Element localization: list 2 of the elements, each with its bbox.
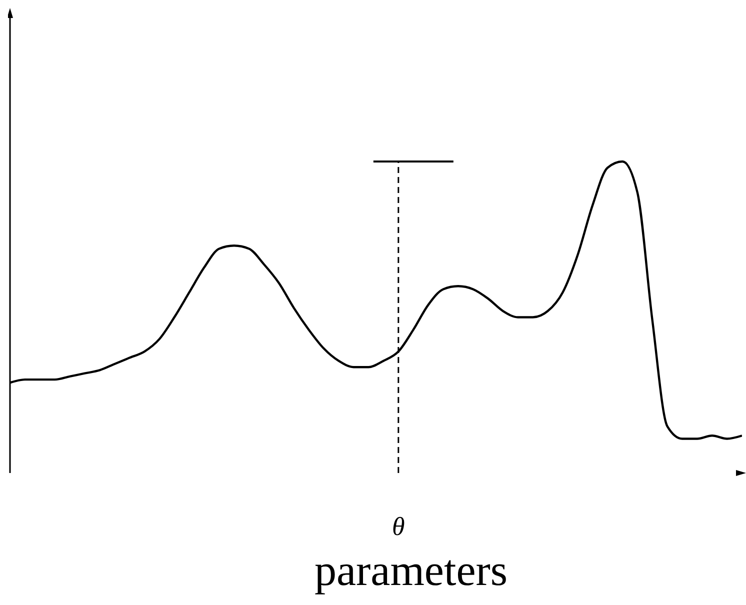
x-axis-title: parameters [314,546,508,596]
text: θ [392,512,406,541]
